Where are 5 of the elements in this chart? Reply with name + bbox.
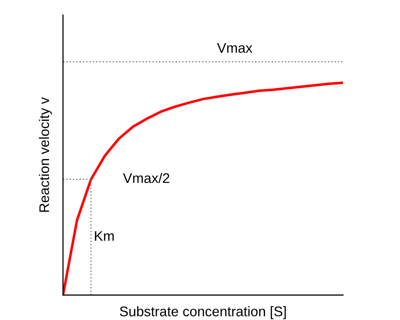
y-axis-title: Reaction velocity v xyxy=(38,97,52,212)
annotation: Km xyxy=(94,231,114,241)
x-axis-title: Substrate concentration [S] xyxy=(120,306,286,320)
annotation: Vmax/2 xyxy=(122,172,170,184)
text: Vmax xyxy=(217,43,252,53)
